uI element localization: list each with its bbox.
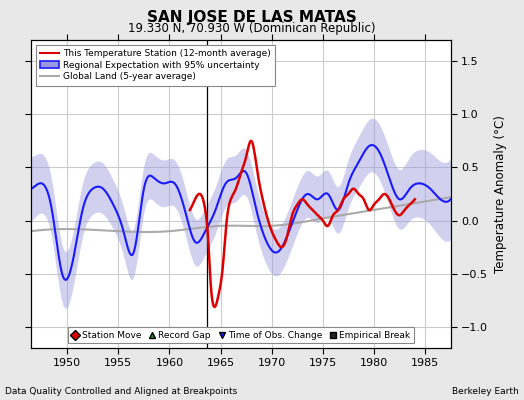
Text: SAN JOSE DE LAS MATAS: SAN JOSE DE LAS MATAS [147,10,356,25]
Text: Berkeley Earth: Berkeley Earth [452,387,519,396]
Legend: Station Move, Record Gap, Time of Obs. Change, Empirical Break: Station Move, Record Gap, Time of Obs. C… [68,327,414,344]
Y-axis label: Temperature Anomaly (°C): Temperature Anomaly (°C) [494,115,507,273]
Text: Data Quality Controlled and Aligned at Breakpoints: Data Quality Controlled and Aligned at B… [5,387,237,396]
Text: 19.330 N, 70.930 W (Dominican Republic): 19.330 N, 70.930 W (Dominican Republic) [128,22,375,35]
